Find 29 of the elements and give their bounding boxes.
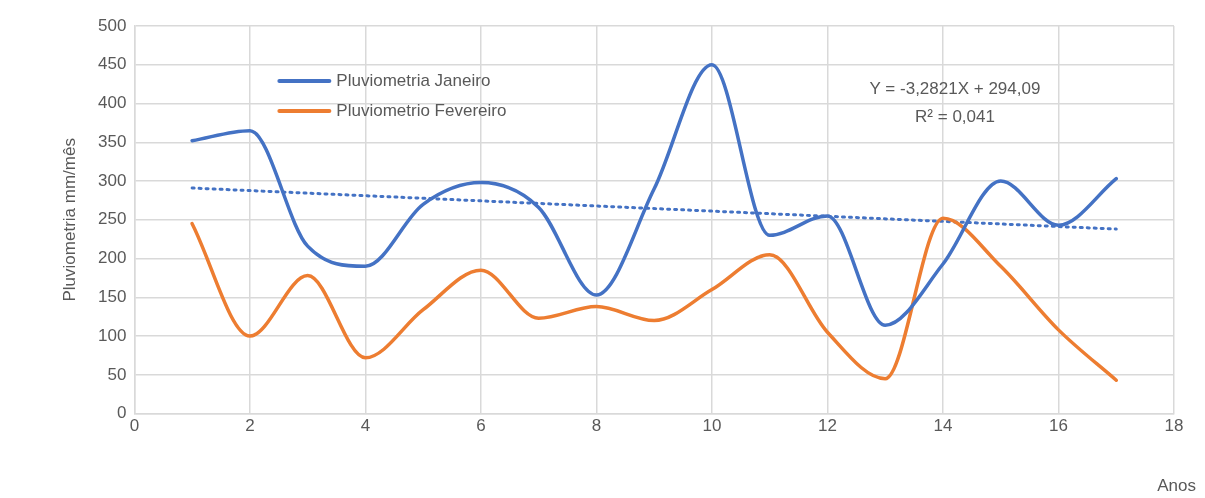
y-tick-label: 400	[97, 93, 127, 113]
x-tick-label: 6	[476, 416, 486, 436]
y-tick-label: 150	[97, 287, 127, 307]
y-tick-label: 100	[97, 325, 127, 345]
legend-label: Pluviometrio Fevereiro	[336, 100, 507, 120]
annotation: R² = 0,041	[915, 106, 995, 126]
y-tick-label: 350	[97, 131, 127, 151]
line-series	[190, 63, 1118, 327]
x-axis-title: Anos	[1157, 475, 1196, 495]
x-tick-label: 4	[360, 416, 371, 436]
x-tick-label: 2	[245, 416, 255, 436]
x-tick-label: 0	[129, 416, 140, 436]
y-tick-label: 0	[116, 403, 127, 423]
y-tick-label: 200	[97, 248, 127, 268]
y-tick-label: 300	[97, 170, 127, 190]
x-tick-label: 10	[702, 416, 722, 436]
x-tick-label: 18	[1164, 416, 1184, 436]
y-tick-label: 500	[97, 15, 127, 35]
y-axis-title: Pluviometria mm/mês	[59, 138, 79, 302]
legend-label: Pluviometria Janeiro	[336, 70, 491, 90]
x-tick-label: 14	[933, 416, 953, 436]
y-tick-label: 250	[97, 209, 127, 229]
line-series	[190, 216, 1118, 383]
y-tick-label: 450	[97, 54, 127, 74]
y-tick-label: 50	[107, 364, 127, 384]
x-tick-label: 16	[1049, 416, 1068, 436]
annotation: Y = -3,2821X + 294,09	[869, 78, 1041, 98]
x-tick-label: 12	[817, 416, 837, 436]
x-tick-label: 8	[591, 416, 602, 436]
